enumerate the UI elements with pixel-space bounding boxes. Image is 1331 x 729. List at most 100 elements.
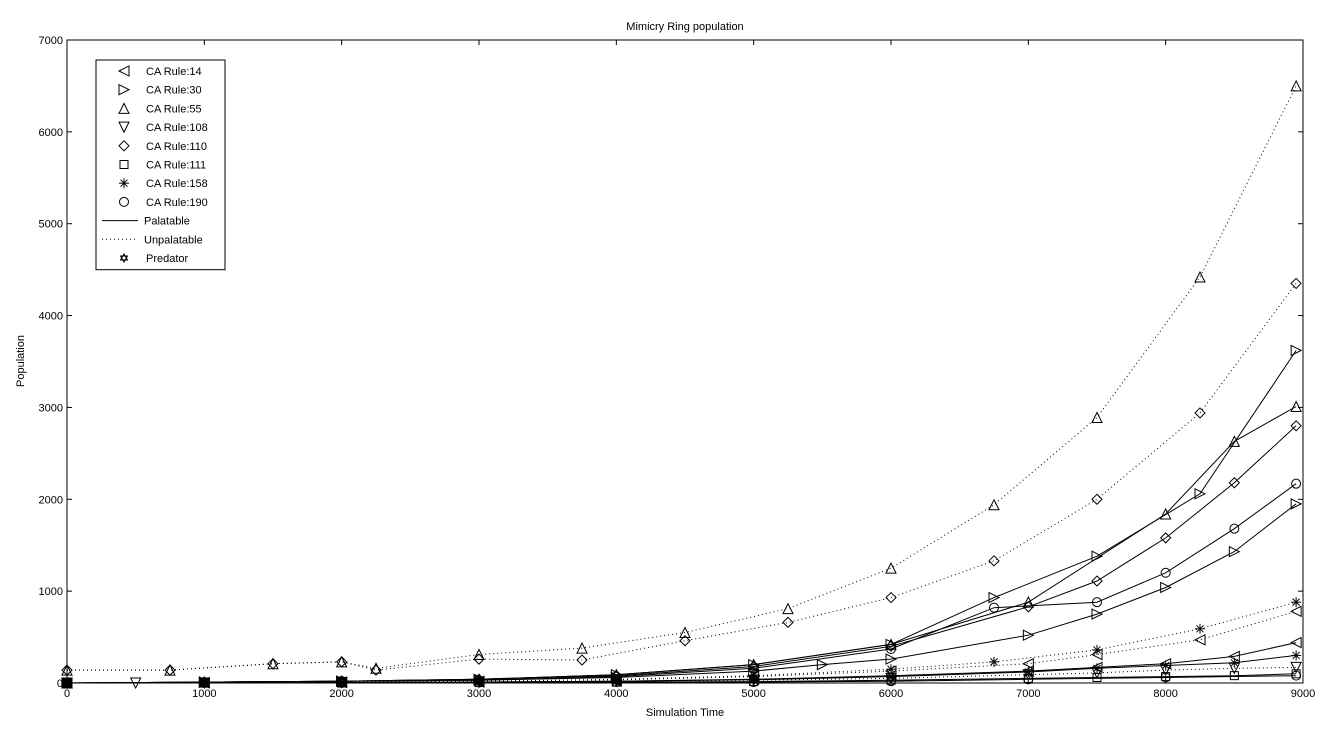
legend-label: Predator: [146, 253, 189, 265]
data-point-diamond: [1159, 532, 1172, 544]
y-tick-label: 5000: [39, 219, 63, 231]
data-point-triangle-up: [576, 641, 588, 654]
data-point-circle: [1023, 674, 1034, 685]
y-axis-label: Population: [15, 335, 27, 387]
data-point-circle: [886, 676, 896, 687]
data-point-diamond: [576, 654, 588, 666]
data-point-diamond: [1290, 420, 1302, 432]
chart-title: Mimicry Ring population: [626, 21, 743, 33]
data-point-triangle-down: [1290, 661, 1302, 674]
x-tick-label: 8000: [1153, 688, 1177, 700]
data-point-diamond: [782, 616, 794, 629]
x-tick-label: 4000: [604, 688, 628, 700]
legend-label: CA Rule:110: [146, 141, 207, 153]
legend-label: Unpalatable: [144, 234, 203, 246]
axis-ticks: 0 1000 2000 3000 4000 5000 6000 7000 8000 9000 0 10…: [39, 35, 1316, 700]
data-point-triangle-up: [988, 498, 1000, 511]
legend-entry: Unpalatable: [102, 234, 203, 246]
data-point-circle: [1160, 567, 1171, 578]
legend-box: [95, 59, 226, 271]
legend-label: CA Rule:111: [146, 160, 206, 172]
legend-entry: CA Rule:30: [118, 83, 202, 97]
legend-label: CA Rule:158: [146, 178, 208, 190]
data-point-triangle-down: [1159, 664, 1172, 677]
data-point-diamond: [1194, 407, 1206, 419]
data-point-diamond: [885, 591, 897, 604]
legend-label: CA Rule:190: [146, 197, 208, 209]
x-tick-label: 5000: [741, 688, 765, 700]
data-point-triangle-right: [988, 591, 1001, 604]
data-point-square: [1092, 672, 1102, 682]
legend-entry: CA Rule:190: [119, 196, 208, 209]
data-point-triangle-up: [1290, 400, 1302, 413]
data-point-triangle-down: [1228, 662, 1241, 675]
data-point-triangle-left: [1290, 605, 1302, 618]
y-tick-label: 7000: [39, 35, 63, 47]
x-tick-label: 7000: [1016, 688, 1040, 700]
data-point-diamond: [61, 664, 73, 676]
data-point-diamond: [1290, 277, 1302, 290]
data-point-diamond: [1228, 477, 1241, 489]
data-point-diamond: [370, 664, 382, 676]
data-point-triangle-left: [1022, 657, 1034, 670]
data-point-triangle-right: [1091, 608, 1104, 620]
legend-label: CA Rule:14: [146, 66, 202, 78]
series-line-13: [67, 675, 1297, 684]
data-point-circle: [119, 196, 129, 207]
data-point-triangle-left: [1193, 634, 1206, 646]
legend-entry: CA Rule:55: [118, 102, 202, 115]
data-point-triangle-left: [117, 65, 130, 77]
data-point-diamond: [1091, 493, 1103, 505]
y-tick-label: 3000: [39, 402, 63, 414]
legend-entry: CA Rule:111: [119, 160, 206, 172]
legend-label: CA Rule:55: [146, 103, 202, 115]
data-point-asterisk: [1291, 650, 1302, 661]
data-point-asterisk: [1092, 644, 1102, 655]
x-tick-label: 0: [64, 688, 70, 700]
data-point-circle: [1160, 672, 1171, 683]
data-point-triangle-up: [885, 562, 897, 574]
y-tick-label: 6000: [39, 127, 63, 139]
data-point-triangle-down: [747, 674, 760, 687]
y-tick-label: 4000: [39, 311, 63, 323]
data-point-asterisk: [1195, 623, 1205, 634]
data-point-circle: [474, 677, 484, 688]
data-point-triangle-right: [885, 653, 898, 665]
data-point-circle: [199, 678, 210, 688]
data-point-triangle-up: [473, 648, 485, 661]
data-point-triangle-right: [1091, 550, 1104, 563]
data-point-triangle-right: [1022, 629, 1035, 642]
x-tick-label: 6000: [879, 688, 903, 700]
data-point-triangle-up: [782, 602, 794, 615]
legend: CA Rule:14 CA Rule:30 CA Rule:55 CA Rule:10…: [95, 59, 226, 271]
legend-entry: Palatable: [102, 216, 190, 228]
legend-entry: CA Rule:14: [117, 65, 202, 78]
data-point-circle: [62, 678, 72, 688]
legend-entry: CA Rule:158: [119, 178, 208, 190]
data-point-asterisk: [1229, 657, 1240, 668]
series-13: [62, 670, 1302, 688]
data-point-diamond: [1091, 575, 1103, 587]
data-point-triangle-up: [1228, 435, 1241, 447]
x-tick-label: 9000: [1291, 688, 1315, 700]
data-point-triangle-up: [1159, 507, 1172, 520]
data-point-diamond: [988, 555, 1000, 567]
data-point-triangle-right: [1290, 498, 1303, 510]
data-point-triangle-up: [118, 102, 130, 114]
data-point-diamond: [473, 653, 485, 665]
data-point-circle: [1229, 523, 1240, 534]
legend-entry: CA Rule:110: [118, 140, 207, 153]
x-tick-label: 1000: [192, 688, 216, 700]
data-point-triangle-down: [610, 675, 623, 688]
x-tick-label: 3000: [467, 688, 491, 700]
data-point-triangle-up: [679, 626, 691, 638]
legend-entry: Predator: [119, 253, 189, 265]
data-point-triangle-right: [1290, 344, 1303, 357]
data-point-triangle-left: [1090, 648, 1103, 661]
data-point-triangle-left: [1290, 636, 1302, 649]
x-tick-label: 2000: [329, 688, 353, 700]
data-point-diamond: [335, 656, 348, 668]
data-point-triangle-right: [1160, 581, 1172, 594]
data-point-triangle-up: [1091, 411, 1103, 424]
data-point-diamond: [885, 640, 897, 652]
